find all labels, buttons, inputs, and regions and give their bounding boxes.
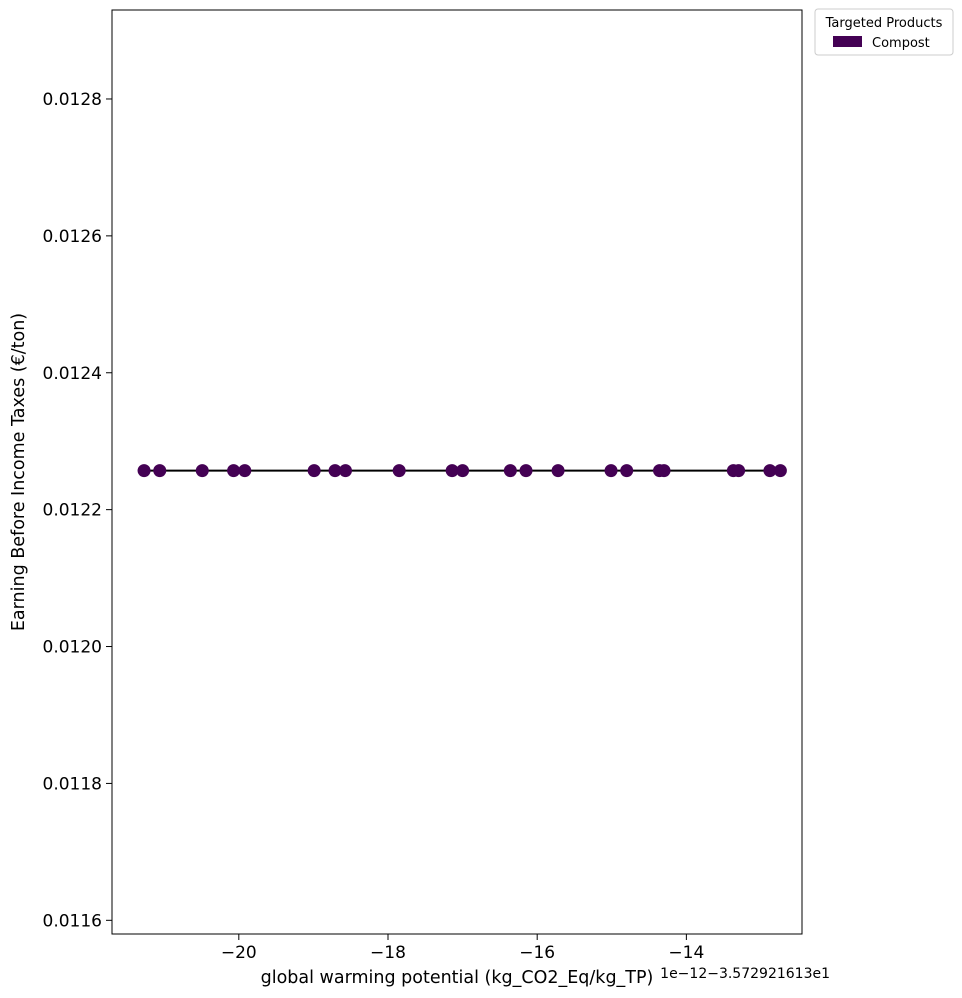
data-point xyxy=(338,464,352,478)
x-tick-label: −16 xyxy=(519,943,555,963)
data-point xyxy=(657,464,671,478)
data-point xyxy=(307,464,321,478)
legend-swatch-compost xyxy=(833,36,862,47)
legend: Targeted Products Compost xyxy=(814,8,954,56)
legend-label-compost: Compost xyxy=(872,36,930,51)
y-tick-label: 0.0128 xyxy=(43,90,102,110)
y-axis: 0.0116 0.0118 0.0120 0.0122 0.0124 0.0126 0.01… xyxy=(43,90,112,931)
data-point xyxy=(773,464,787,478)
x-axis: −20 −18 −16 −14 xyxy=(221,934,704,963)
data-point xyxy=(227,464,241,478)
data-point xyxy=(445,464,459,478)
y-tick-label: 0.0126 xyxy=(43,227,102,247)
y-tick-label: 0.0118 xyxy=(43,774,102,794)
x-axis-label: global warming potential (kg_CO2_Eq/kg_T… xyxy=(261,968,654,988)
data-point xyxy=(620,464,634,478)
data-point xyxy=(195,464,209,478)
x-tick-label: −18 xyxy=(370,943,406,963)
data-point xyxy=(732,464,746,478)
series-layer xyxy=(137,464,787,478)
data-point xyxy=(137,464,151,478)
data-point xyxy=(604,464,618,478)
data-point xyxy=(328,464,342,478)
y-axis-label: Earning Before Income Taxes (€/ton) xyxy=(9,313,29,631)
data-point xyxy=(392,464,406,478)
x-tick-label: −14 xyxy=(668,943,704,963)
data-point xyxy=(456,464,470,478)
data-point xyxy=(551,464,565,478)
y-tick-label: 0.0122 xyxy=(43,501,102,521)
data-point xyxy=(503,464,517,478)
y-tick-label: 0.0124 xyxy=(43,364,102,384)
x-axis-offset-label: 1e−12−3.572921613e1 xyxy=(660,966,830,982)
x-tick-label: −20 xyxy=(221,943,257,963)
data-point xyxy=(153,464,167,478)
y-tick-label: 0.0120 xyxy=(43,638,102,658)
data-point xyxy=(519,464,533,478)
data-point xyxy=(238,464,252,478)
data-point xyxy=(763,464,777,478)
plot-frame xyxy=(111,9,803,935)
y-tick-label: 0.0116 xyxy=(43,911,102,931)
legend-title: Targeted Products xyxy=(825,16,943,31)
